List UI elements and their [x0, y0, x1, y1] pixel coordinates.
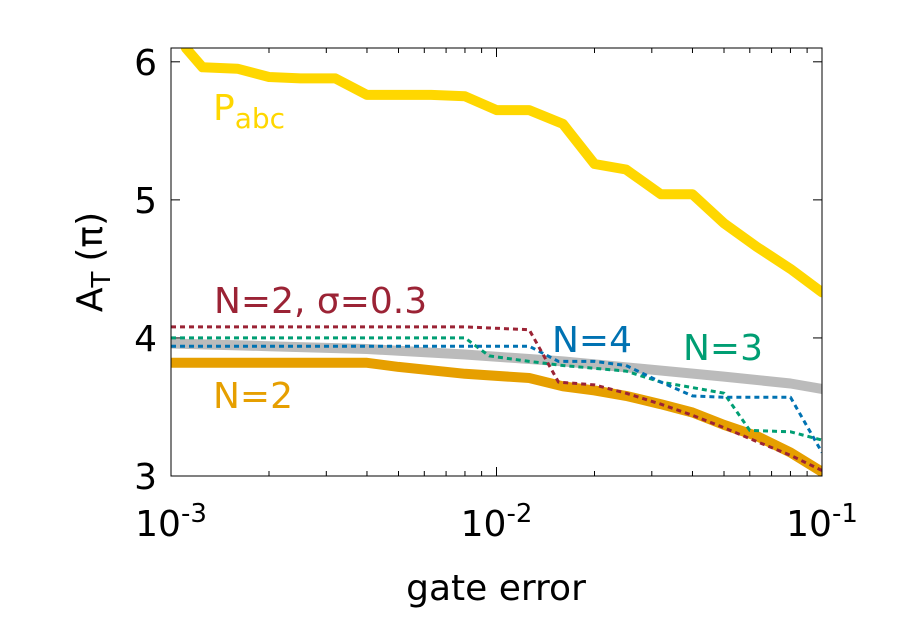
series-layer [171, 48, 822, 476]
y-axis-label: AT (π) [70, 212, 117, 312]
plot-frame [170, 47, 823, 477]
series-line-n-4 [171, 344, 822, 454]
x-tick-labels: 10-3 10-2 10-1 [135, 499, 858, 545]
series-line-p-abc [180, 48, 822, 298]
y-axis-label-sub: T [87, 272, 117, 289]
y-axis-label-unit: (π) [70, 212, 111, 262]
series-label-n2: N=2 [213, 376, 293, 417]
x-tick-label: 10-1 [786, 499, 858, 545]
series-label-n3: N=3 [683, 328, 763, 369]
y-tick-label: 3 [134, 457, 157, 498]
series-label-n2-sigma: N=2, σ=0.3 [214, 281, 427, 322]
x-axis-label: gate error [406, 568, 586, 609]
y-tick-label: 5 [134, 181, 157, 222]
y-tick-labels: 3 4 5 6 [134, 43, 157, 498]
y-axis-label-main: A [70, 287, 111, 312]
y-tick-label: 4 [134, 319, 157, 360]
x-tick-label: 10-2 [461, 499, 533, 545]
series-label-n4: N=4 [552, 320, 632, 361]
series-label-pabc: Pabc [213, 88, 285, 135]
series-line-n-2-0-3 [171, 325, 822, 472]
y-tick-label: 6 [134, 43, 157, 84]
x-tick-label: 10-3 [135, 499, 207, 545]
series-line-n-2 [171, 357, 822, 476]
